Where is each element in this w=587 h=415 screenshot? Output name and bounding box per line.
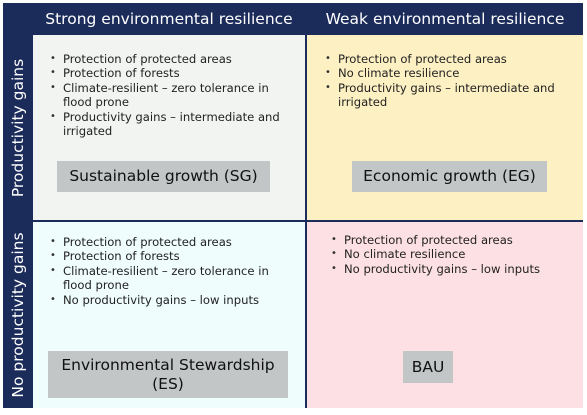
row-header-no-productivity-gains-text: No productivity gains: [9, 232, 27, 398]
list-item: Protection of protected areas: [325, 52, 575, 67]
row-header-no-productivity-gains: No productivity gains: [3, 222, 33, 408]
list-item: Protection of protected areas: [50, 235, 295, 250]
list-item: Climate-resilient – zero tolerance in fl…: [50, 264, 295, 293]
quadrant-sustainable-growth: Protection of protected areas Protection…: [33, 35, 305, 220]
quadrant-bau: Protection of protected areas No climate…: [307, 222, 583, 408]
sg-scenario-label: Sustainable growth (SG): [57, 161, 270, 192]
list-item: No productivity gains – low inputs: [331, 262, 576, 277]
bau-bullet-list: Protection of protected areas No climate…: [331, 233, 576, 277]
sg-bullet-list: Protection of protected areas Protection…: [50, 52, 295, 138]
es-label-line-1: Environmental Stewardship: [61, 355, 275, 374]
quadrant-economic-growth: Protection of protected areas No climate…: [307, 35, 583, 220]
list-item: Protection of forests: [50, 66, 295, 81]
row-header-productivity-gains: Productivity gains: [3, 35, 33, 220]
es-bullet-list: Protection of protected areas Protection…: [50, 235, 295, 307]
bau-scenario-label: BAU: [403, 351, 453, 383]
es-label-line-2: (ES): [152, 374, 184, 393]
eg-bullet-list: Protection of protected areas No climate…: [325, 52, 575, 110]
column-header-weak-resilience: Weak environmental resilience: [325, 10, 565, 28]
list-item: Productivity gains – intermediate and ir…: [325, 81, 575, 110]
scenario-matrix: Strong environmental resilience Weak env…: [3, 3, 583, 408]
quadrant-environmental-stewardship: Protection of protected areas Protection…: [33, 222, 305, 408]
row-header-productivity-gains-text: Productivity gains: [9, 58, 27, 197]
es-scenario-label: Environmental Stewardship (ES): [48, 351, 288, 398]
list-item: No climate resilience: [331, 247, 576, 262]
list-item: Protection of forests: [50, 249, 295, 264]
list-item: No productivity gains – low inputs: [50, 293, 295, 308]
eg-scenario-label: Economic growth (EG): [352, 161, 547, 192]
list-item: No climate resilience: [325, 66, 575, 81]
list-item: Protection of protected areas: [331, 233, 576, 248]
column-header-strong-resilience: Strong environmental resilience: [45, 10, 293, 28]
list-item: Climate-resilient – zero tolerance in fl…: [50, 81, 295, 110]
list-item: Productivity gains – intermediate and ir…: [50, 110, 295, 139]
list-item: Protection of protected areas: [50, 52, 295, 67]
